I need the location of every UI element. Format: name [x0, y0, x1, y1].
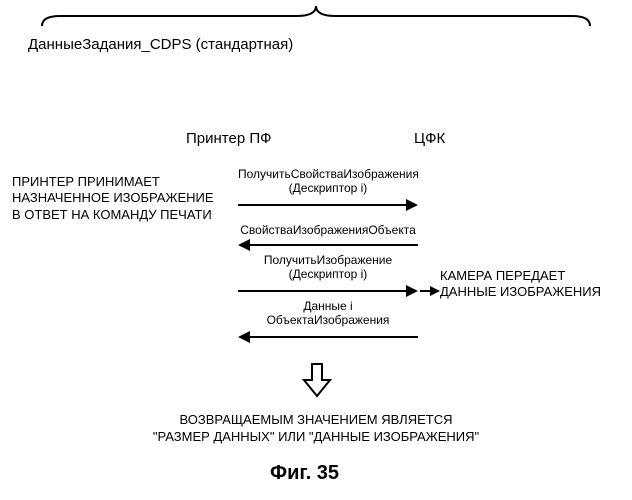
- msg-1-arrow: [238, 198, 418, 212]
- top-brace: [40, 4, 592, 28]
- page-title: ДанныеЗадания_CDPS (стандартная): [28, 36, 293, 53]
- left-note: ПРИНТЕР ПРИНИМАЕТ НАЗНАЧЕННОЕ ИЗОБРАЖЕНИ…: [12, 174, 214, 223]
- msg-2-arrow: [238, 238, 418, 252]
- conclusion-text: ВОЗВРАЩАЕМЫМ ЗНАЧЕНИЕМ ЯВЛЯЕТСЯ "РАЗМЕР …: [120, 412, 512, 446]
- figure-label: Фиг. 35: [270, 462, 339, 485]
- right-note-arrow: [420, 284, 440, 298]
- msg-3-label: ПолучитьИзображение (Дескриптор i): [238, 254, 418, 282]
- down-arrow-icon: [302, 362, 332, 398]
- left-column-header: Принтер ПФ: [186, 130, 272, 147]
- msg-2-label: СвойстваИзображенияОбъекта: [238, 224, 418, 238]
- right-column-header: ЦФК: [414, 130, 445, 147]
- msg-3-arrow: [238, 284, 418, 298]
- msg-4-arrow: [238, 330, 418, 344]
- msg-1-label: ПолучитьСвойстваИзображения (Дескриптор …: [238, 168, 418, 196]
- right-note: КАМЕРА ПЕРЕДАЕТ ДАННЫЕ ИЗОБРАЖЕНИЯ: [440, 268, 601, 301]
- msg-4-label: Данные i ОбъектаИзображения: [238, 300, 418, 328]
